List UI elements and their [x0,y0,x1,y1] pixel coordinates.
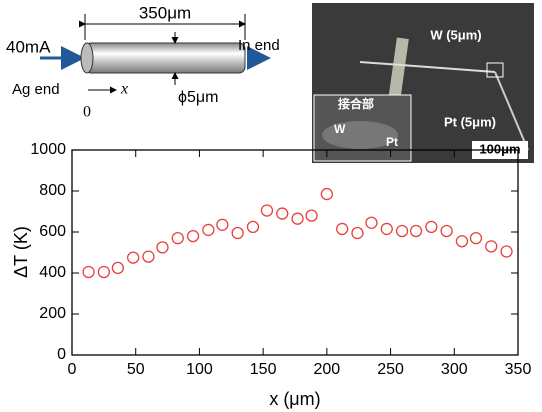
data-point [260,204,274,217]
data-point [409,224,423,238]
x-tick-label: 150 [250,361,277,378]
y-tick-label: 0 [57,346,66,363]
x-tick-label: 100 [186,361,213,378]
data-point [320,187,334,201]
inset-w-label: W [334,122,346,136]
data-point [202,223,215,237]
junction [322,121,398,149]
x-tick-label: 200 [314,361,341,378]
diameter-label: ϕ5μm [178,89,218,106]
y-tick-label: 400 [39,264,66,281]
data-point [127,251,140,264]
wire-end [80,42,94,74]
ag-end-label: Ag end [12,81,60,98]
x-tick-label: 300 [441,361,468,378]
x-tick-label: 350 [505,361,532,378]
data-point [246,220,260,234]
data-point [156,241,169,254]
data-point [276,207,289,220]
wire [84,42,246,74]
data-point [469,231,483,245]
data-point [291,212,304,225]
data-point [455,235,469,248]
y-tick-label: 200 [39,305,66,322]
data-point [111,261,125,275]
probe [387,37,409,109]
inset-pt-label: Pt [386,135,398,149]
data-point [171,231,184,245]
plot-frame [71,149,519,356]
data-point [365,216,378,229]
length-label: 350μm [139,3,191,22]
w-label: W (5μm) [430,27,481,42]
data-point [425,220,438,234]
zoom-box [486,62,504,78]
y-tick-label: 600 [39,223,66,240]
wire-diagram: 350μm 40mA In end Ag end x 0 ϕ5μm [6,3,280,120]
data-point [97,265,111,279]
origin-label: 0 [83,104,91,121]
data-point [380,222,393,236]
junction-label: 接合部 [338,96,374,111]
scale-label: 100μm [479,141,520,156]
data-point [395,224,409,238]
data-point [500,245,513,258]
in-end-label: In end [238,37,280,54]
data-point [351,226,364,240]
sem-photo: W (5μm) Pt (5μm) 接合部 W Pt 100μm [312,3,534,163]
data-point [485,240,498,253]
data-point [440,224,453,238]
data-point [216,218,229,231]
plot: ΔT (K) x (μm) 0 200 400 600 800 1000 0 50 100 150… [11,141,532,409]
current-label: 40mA [6,37,51,56]
y-axis-label: ΔT (K) [11,226,31,278]
w-wire [359,61,496,73]
data-point [186,229,200,243]
pt-label: Pt (5μm) [444,114,496,129]
x-tick-label: 50 [127,361,145,378]
data-point [305,209,318,222]
data-point [231,226,244,240]
x-label: x [120,81,128,98]
y-tick-label: 800 [39,182,66,199]
data-point [335,222,349,236]
data-point [142,250,155,263]
x-tick-label: 250 [377,361,404,378]
y-tick-label: 1000 [30,141,66,158]
x-axis-label: x (μm) [269,389,320,409]
pt-wire [494,71,529,151]
data-point [82,265,95,279]
x-tick-label: 0 [68,361,77,378]
